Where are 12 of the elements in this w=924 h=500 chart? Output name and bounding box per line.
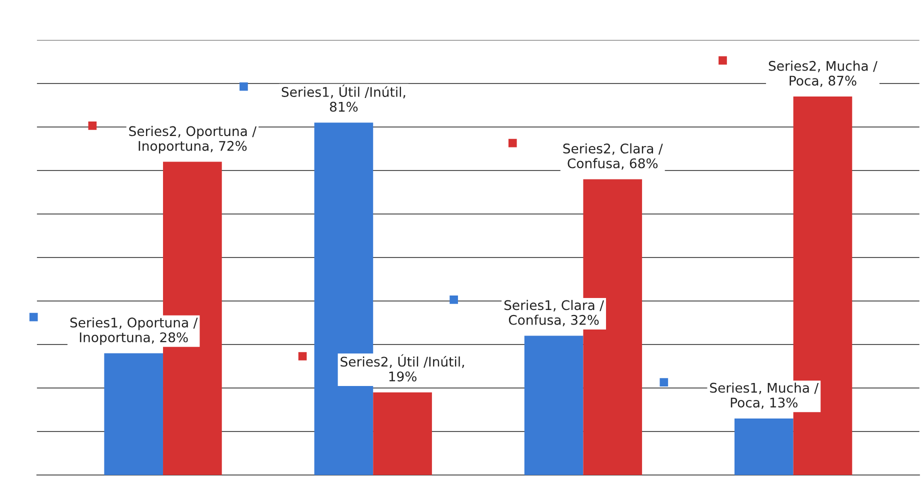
bar [373,392,432,475]
data-label: Series2, Mucha / Poca, 87% [768,60,878,88]
data-label: Series1, Mucha / Poca, 13% [710,382,819,409]
data-label: Series2, Oportuna / Inoportuna, 72% [129,126,257,154]
data-label: Series1, Clara / Confusa, 32% [504,300,604,326]
data-label: Series2, Útil /Inútil, 19% [340,354,464,382]
bar [104,353,164,475]
data-label: Series1, Oportuna / Inoportuna, 28% [70,317,198,345]
data-label: Series2, Clara / Confusa, 68% [563,143,663,170]
data-label: Series1, Útil /Inútil, 81% [282,84,406,112]
bar [524,336,584,475]
bar [734,418,794,475]
